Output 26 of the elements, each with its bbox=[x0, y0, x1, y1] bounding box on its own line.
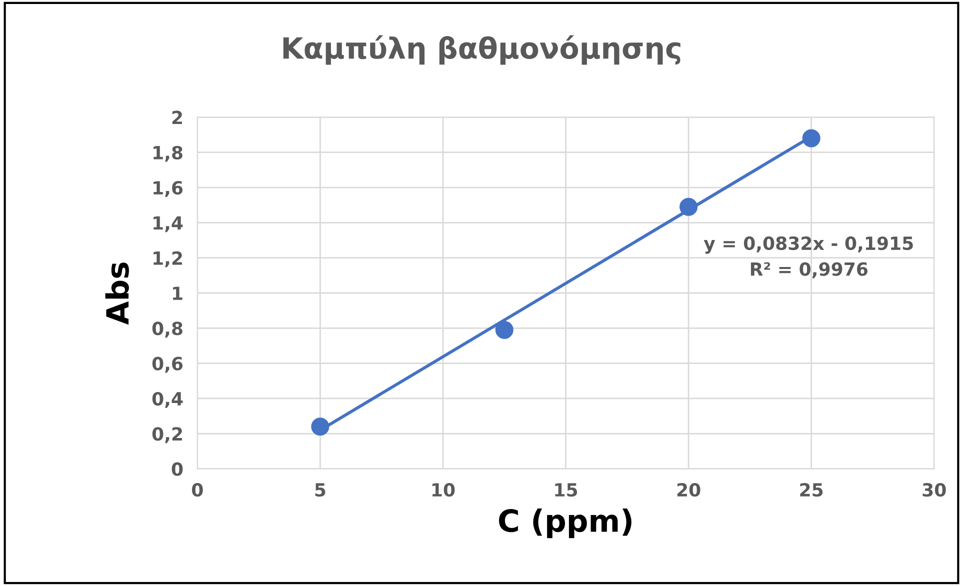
y-tick-label: 0,6 bbox=[152, 356, 183, 373]
annotation: y = 0,0832x - 0,1915 R² = 0,9976 bbox=[704, 236, 913, 278]
point bbox=[311, 418, 330, 436]
point bbox=[680, 198, 698, 216]
x-axis-title: C (ppm) bbox=[499, 508, 632, 538]
point bbox=[495, 320, 514, 339]
x-tick-label: 10 bbox=[432, 483, 455, 497]
x-tick-label: 0 bbox=[192, 483, 203, 497]
x-tick-label: 15 bbox=[555, 483, 578, 497]
y-tick-label: 0,2 bbox=[152, 427, 182, 444]
y-tick-label: 1,8 bbox=[154, 146, 182, 162]
y-tick-label: 2 bbox=[172, 110, 182, 124]
y-tick-label: 1,6 bbox=[154, 180, 183, 197]
chart-title: Καμπύλη βαθμονόμησης bbox=[283, 35, 680, 65]
y-tick-label: 1,4 bbox=[154, 216, 183, 232]
y-tick-label: 0 bbox=[172, 462, 183, 476]
y-tick-label: 1 bbox=[173, 286, 182, 300]
x-tick-label: 20 bbox=[677, 483, 700, 497]
x-tick-label: 30 bbox=[922, 483, 946, 497]
x-tick-label: 25 bbox=[800, 483, 823, 497]
y-tick-label: 0,4 bbox=[152, 392, 183, 408]
y-axis-title: Abs bbox=[105, 262, 129, 325]
y-tick-label: 1,2 bbox=[154, 251, 182, 268]
x-tick-label: 5 bbox=[315, 483, 326, 497]
point bbox=[802, 129, 820, 148]
y-tick-label: 0,8 bbox=[152, 322, 182, 338]
